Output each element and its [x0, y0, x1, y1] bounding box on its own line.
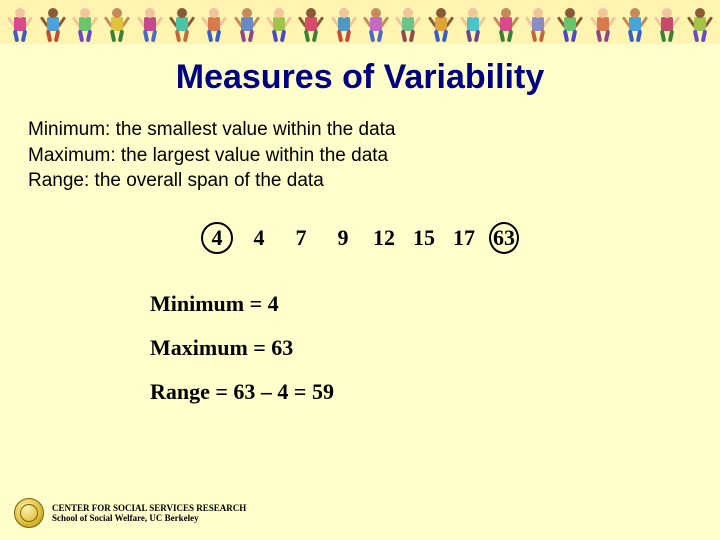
kid-icon [268, 6, 290, 44]
decorative-banner [0, 0, 720, 44]
kid-icon [527, 6, 549, 44]
footer: CENTER FOR SOCIAL SERVICES RESEARCH Scho… [14, 498, 246, 528]
kid-icon [236, 6, 258, 44]
kid-icon [397, 6, 419, 44]
data-value: 4 [243, 222, 275, 254]
kid-icon [656, 6, 678, 44]
kid-icon [42, 6, 64, 44]
kid-icon [203, 6, 225, 44]
data-value: 9 [327, 222, 359, 254]
footer-line1: CENTER FOR SOCIAL SERVICES RESEARCH [52, 503, 246, 513]
data-value-circled: 4 [201, 222, 233, 254]
result-line: Minimum = 4 [150, 282, 720, 326]
kid-icon [74, 6, 96, 44]
results-block: Minimum = 4 Maximum = 63 Range = 63 – 4 … [150, 282, 720, 414]
data-value-circled: 63 [489, 222, 519, 254]
kid-icon [430, 6, 452, 44]
kid-icon [300, 6, 322, 44]
definitions-block: Minimum: the smallest value within the d… [28, 117, 720, 194]
dataset-row: 447912151763 [0, 222, 720, 262]
definition-line: Range: the overall span of the data [28, 168, 720, 194]
result-line: Maximum = 63 [150, 326, 720, 370]
data-value: 12 [369, 222, 399, 254]
kid-icon [624, 6, 646, 44]
footer-line2: School of Social Welfare, UC Berkeley [52, 513, 246, 523]
data-value: 17 [449, 222, 479, 254]
kid-icon [333, 6, 355, 44]
page-title: Measures of Variability [0, 58, 720, 97]
data-value: 15 [409, 222, 439, 254]
kid-icon [139, 6, 161, 44]
kid-icon [495, 6, 517, 44]
result-line: Range = 63 – 4 = 59 [150, 370, 720, 414]
kid-icon [592, 6, 614, 44]
data-value: 7 [285, 222, 317, 254]
footer-text: CENTER FOR SOCIAL SERVICES RESEARCH Scho… [52, 503, 246, 524]
definition-line: Maximum: the largest value within the da… [28, 143, 720, 169]
kid-icon [689, 6, 711, 44]
kid-icon [559, 6, 581, 44]
kid-icon [365, 6, 387, 44]
kid-icon [106, 6, 128, 44]
kid-icon [462, 6, 484, 44]
definition-line: Minimum: the smallest value within the d… [28, 117, 720, 143]
kid-icon [9, 6, 31, 44]
kid-icon [171, 6, 193, 44]
seal-icon [14, 498, 44, 528]
